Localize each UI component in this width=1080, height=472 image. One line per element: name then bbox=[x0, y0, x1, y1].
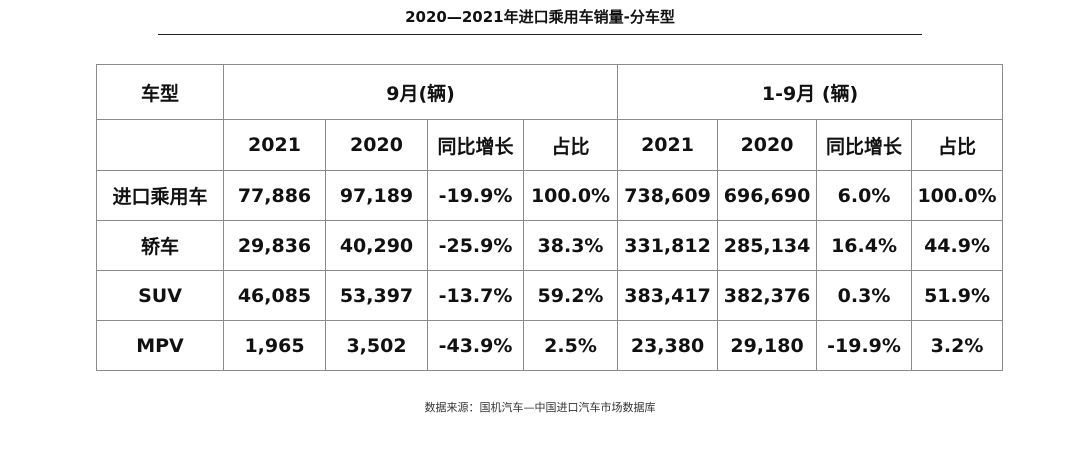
table-row: 进口乘用车 77,886 97,189 -19.9% 100.0% 738,60… bbox=[96, 170, 1004, 221]
table-cell: 383,417 bbox=[617, 270, 719, 321]
header-empty-cell bbox=[96, 119, 224, 171]
table-cell: 285,134 bbox=[717, 220, 818, 271]
header-sep-share: 占比 bbox=[522, 119, 619, 171]
table-cell: 29,180 bbox=[717, 320, 818, 371]
header-ytd-2020: 2020 bbox=[717, 119, 818, 171]
header-row-columns: 2021 2020 同比增长 占比 2021 2020 同比增长 占比 bbox=[96, 119, 1004, 171]
table-cell: 16.4% bbox=[816, 220, 913, 271]
table-cell: 382,376 bbox=[717, 270, 818, 321]
row-label: 进口乘用车 bbox=[96, 170, 224, 221]
table-cell: 738,609 bbox=[617, 170, 719, 221]
table-cell: -25.9% bbox=[427, 220, 524, 271]
table-row: MPV 1,965 3,502 -43.9% 2.5% 23,380 29,18… bbox=[96, 320, 1004, 371]
table-cell: 44.9% bbox=[911, 220, 1004, 271]
table-cell: 53,397 bbox=[325, 270, 428, 321]
source-note: 数据来源：国机汽车—中国进口汽车市场数据库 bbox=[424, 401, 656, 414]
table-cell: 40,290 bbox=[325, 220, 428, 271]
table-cell: 77,886 bbox=[223, 170, 326, 221]
table-row: 轿车 29,836 40,290 -25.9% 38.3% 331,812 28… bbox=[96, 220, 1004, 271]
header-ytd-2021: 2021 bbox=[617, 119, 719, 171]
table-cell: -13.7% bbox=[427, 270, 524, 321]
table-cell: -19.9% bbox=[816, 320, 913, 371]
header-group-jan-sep: 1-9月 (辆) bbox=[617, 64, 1004, 120]
header-vehicle-type: 车型 bbox=[96, 64, 224, 120]
table-cell: 29,836 bbox=[223, 220, 326, 271]
header-row-groups: 车型 9月(辆) 1-9月 (辆) bbox=[96, 64, 1004, 120]
title-underline bbox=[158, 34, 922, 35]
table-cell: 1,965 bbox=[223, 320, 326, 371]
table-cell: 38.3% bbox=[522, 220, 619, 271]
table-cell: 23,380 bbox=[617, 320, 719, 371]
table-row: SUV 46,085 53,397 -13.7% 59.2% 383,417 3… bbox=[96, 270, 1004, 321]
table-cell: 46,085 bbox=[223, 270, 326, 321]
table-cell: -43.9% bbox=[427, 320, 524, 371]
page-title: 2020—2021年进口乘用车销量-分车型 bbox=[405, 8, 675, 26]
table-cell: 3,502 bbox=[325, 320, 428, 371]
row-label: MPV bbox=[96, 320, 224, 371]
table-cell: 2.5% bbox=[522, 320, 619, 371]
header-group-september: 9月(辆) bbox=[222, 64, 619, 120]
row-label: SUV bbox=[96, 270, 224, 321]
table-cell: 331,812 bbox=[617, 220, 719, 271]
table-cell: 97,189 bbox=[325, 170, 428, 221]
sales-table: 车型 9月(辆) 1-9月 (辆) 2021 2020 同比增长 占比 2021… bbox=[96, 64, 1004, 371]
table-cell: 51.9% bbox=[911, 270, 1004, 321]
table-cell: 696,690 bbox=[717, 170, 818, 221]
table-cell: 100.0% bbox=[522, 170, 619, 221]
header-ytd-share: 占比 bbox=[911, 119, 1004, 171]
header-sep-2021: 2021 bbox=[223, 119, 326, 171]
header-sep-2020: 2020 bbox=[325, 119, 428, 171]
table-cell: 100.0% bbox=[911, 170, 1004, 221]
header-ytd-yoy: 同比增长 bbox=[816, 119, 913, 171]
row-label: 轿车 bbox=[96, 220, 224, 271]
table-cell: 3.2% bbox=[911, 320, 1004, 371]
header-sep-yoy: 同比增长 bbox=[427, 119, 524, 171]
table-cell: -19.9% bbox=[427, 170, 524, 221]
table-cell: 6.0% bbox=[816, 170, 913, 221]
table-cell: 59.2% bbox=[522, 270, 619, 321]
table-cell: 0.3% bbox=[816, 270, 913, 321]
